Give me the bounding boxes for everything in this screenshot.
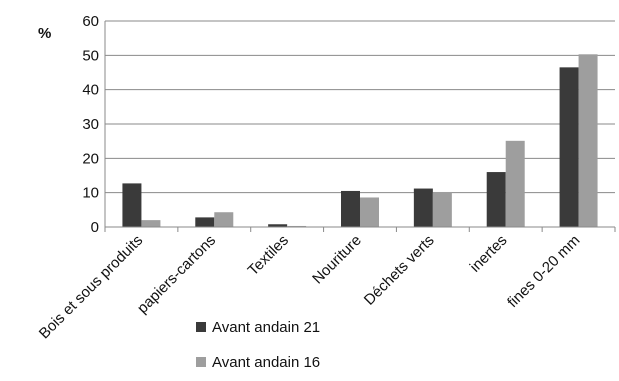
bar bbox=[195, 217, 215, 227]
legend-swatch bbox=[196, 357, 206, 367]
bar bbox=[559, 67, 579, 227]
x-category-label: Bois et sous produits bbox=[36, 232, 146, 342]
legend-swatch bbox=[196, 322, 206, 332]
legend-label: Avant andain 16 bbox=[212, 354, 320, 371]
bar bbox=[505, 140, 525, 227]
axis-layer: 0 10 20 30 40 50 60 Bois et sous produitspapier… bbox=[36, 13, 616, 342]
y-tick-label: 0 bbox=[91, 219, 99, 236]
bar bbox=[287, 225, 307, 227]
y-tick-label: 20 bbox=[82, 150, 99, 167]
x-category-label: Nouriture bbox=[309, 232, 365, 288]
grid-layer bbox=[105, 20, 615, 194]
bar bbox=[413, 188, 433, 227]
x-category-label: Textiles bbox=[245, 232, 292, 279]
bar bbox=[360, 197, 379, 227]
bar bbox=[341, 190, 360, 227]
y-tick-label: 50 bbox=[82, 47, 99, 64]
legend-label: Avant andain 21 bbox=[212, 319, 320, 336]
bar bbox=[432, 191, 452, 227]
x-category-label: inertes bbox=[467, 232, 511, 276]
bar-layer bbox=[122, 54, 598, 228]
bar bbox=[141, 220, 161, 227]
legend: Avant andain 21 Avant andain 16 bbox=[196, 319, 320, 371]
bar bbox=[268, 224, 288, 227]
x-category-label: Déchets verts bbox=[361, 232, 438, 309]
x-category-label: fines 0-20 mm bbox=[504, 232, 583, 311]
bar bbox=[122, 183, 142, 227]
bar bbox=[214, 212, 234, 227]
y-tick-label: 40 bbox=[82, 82, 99, 99]
y-tick-label: 10 bbox=[82, 185, 99, 202]
bar bbox=[578, 54, 598, 228]
x-category-label: papiers-cartons bbox=[134, 232, 219, 317]
y-tick-label: 60 bbox=[82, 13, 99, 30]
y-tick-label: 30 bbox=[82, 116, 99, 133]
bar bbox=[486, 172, 506, 227]
y-axis-unit-label: % bbox=[38, 25, 51, 42]
